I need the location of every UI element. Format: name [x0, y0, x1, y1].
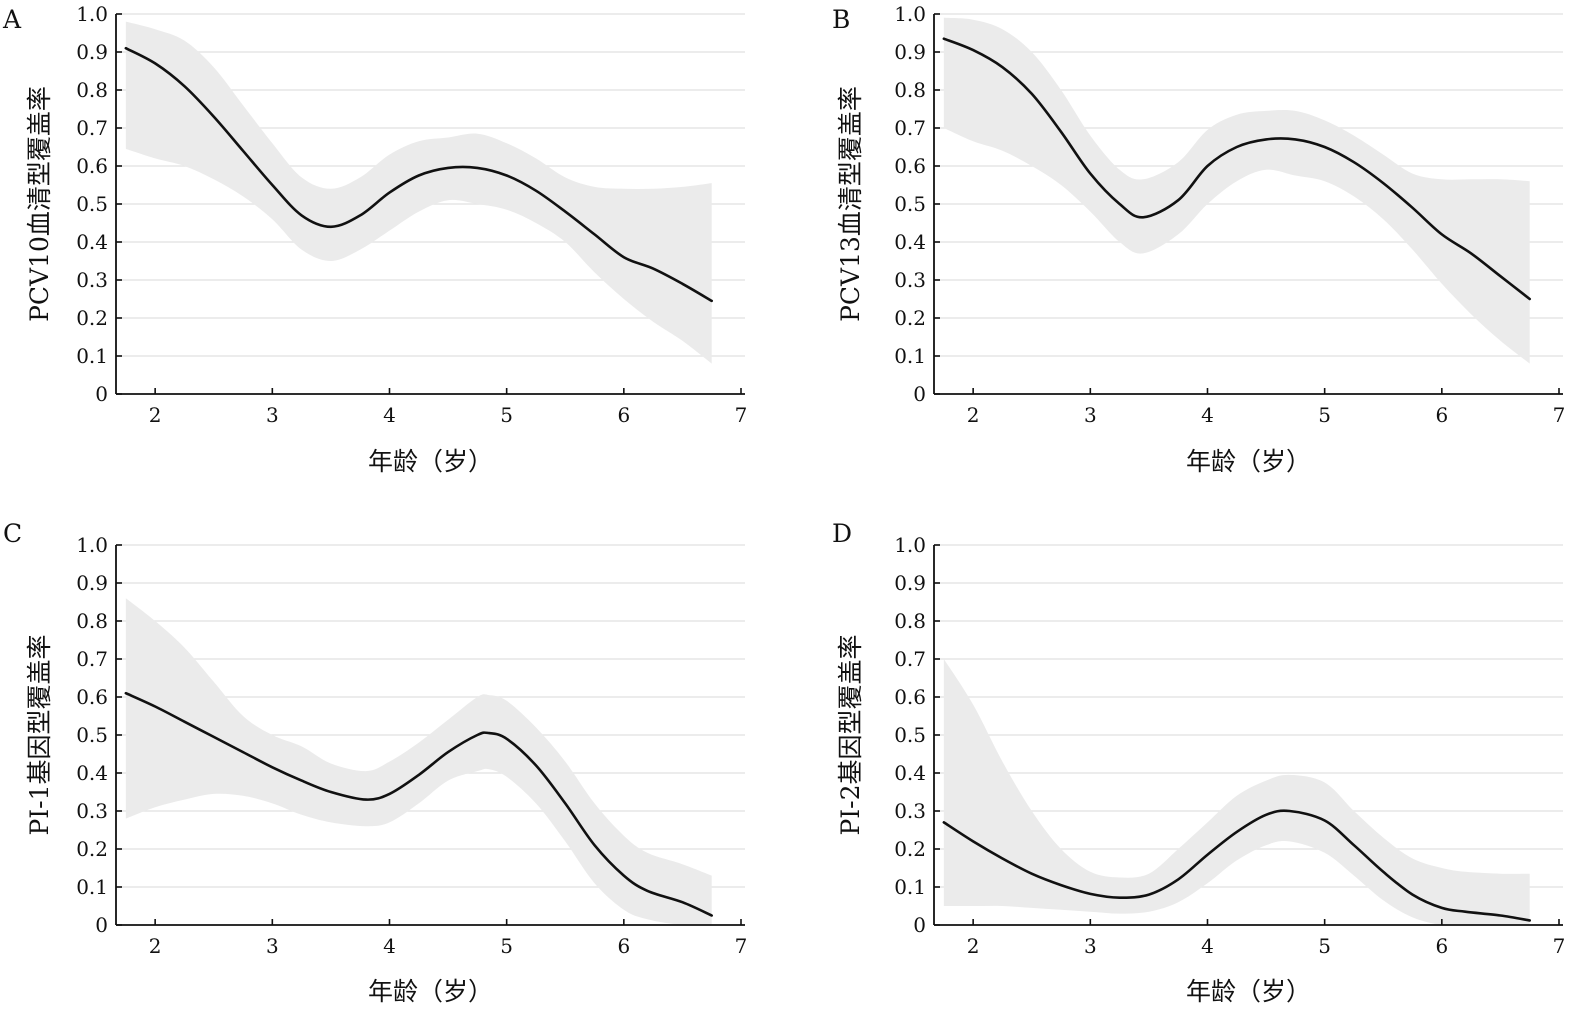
y-tick-label: 0.8 — [894, 78, 926, 102]
x-tick-label: 4 — [1201, 403, 1214, 427]
y-tick-label: 0.2 — [894, 306, 926, 330]
y-tick-label: 0.9 — [894, 40, 926, 64]
y-tick-label: 0.5 — [894, 192, 926, 216]
y-tick-label: 0 — [913, 913, 926, 937]
y-tick-label: 0.6 — [76, 154, 108, 178]
confidence-band — [943, 17, 1530, 364]
y-tick-label: 0.9 — [894, 571, 926, 595]
y-tick-label: 0.1 — [76, 344, 108, 368]
x-tick-label: 6 — [1435, 403, 1448, 427]
x-tick-label: 5 — [500, 934, 513, 958]
y-tick-label: 0.6 — [894, 154, 926, 178]
y-tick-label: 0 — [95, 913, 108, 937]
y-tick-label: 0.1 — [894, 344, 926, 368]
y-tick-label: 0.4 — [76, 230, 108, 254]
x-tick-label: 5 — [1318, 403, 1331, 427]
x-tick-label: 7 — [1553, 934, 1566, 958]
x-tick-label: 4 — [383, 403, 396, 427]
panel-d: 0 0.1 0.2 0.3 0.4 0.5 0.6 0.7 0.8 0.9 1.0 2 3 4 5 6 7 D PI… — [832, 519, 1565, 1006]
x-tick-label: 2 — [967, 934, 980, 958]
y-tick-label: 0.4 — [894, 761, 926, 785]
fitted-curve — [942, 809, 1532, 922]
y-tick-label: 0.5 — [76, 192, 108, 216]
x-tick-label: 6 — [1435, 934, 1448, 958]
x-axis-title: 年龄（岁） — [1186, 977, 1311, 1006]
y-axis-title: PCV10血清型覆盖率 — [25, 86, 54, 322]
y-tick-label: 0.4 — [894, 230, 926, 254]
x-tick-label: 2 — [149, 934, 162, 958]
y-tick-label: 0.7 — [894, 647, 926, 671]
y-axis-title: PCV13血清型覆盖率 — [836, 86, 865, 322]
y-tick-label: 1.0 — [894, 533, 926, 557]
y-tick-label: 0.2 — [894, 837, 926, 861]
y-tick-label: 0.5 — [76, 723, 108, 747]
x-tick-label: 2 — [149, 403, 162, 427]
panel-b: 0 0.1 0.2 0.3 0.4 0.5 0.6 0.7 0.8 0.9 1.0 2 3 4 5 6 7 B PC… — [832, 2, 1565, 476]
y-tick-label: 0.8 — [76, 78, 108, 102]
fitted-curve — [124, 46, 714, 303]
y-tick-label: 0.1 — [76, 875, 108, 899]
y-tick-label: 0.5 — [894, 723, 926, 747]
y-axis-title: PI-1基因型覆盖率 — [25, 634, 54, 835]
panel-letter: D — [832, 519, 852, 548]
x-tick-label: 7 — [735, 934, 748, 958]
y-tick-label: 0 — [95, 382, 108, 406]
x-axis-title: 年龄（岁） — [368, 977, 493, 1006]
panel-c: 0 0.1 0.2 0.3 0.4 0.5 0.6 0.7 0.8 0.9 1.0 2 3 4 5 6 7 C PI… — [3, 519, 747, 1006]
y-axis-title: PI-2基因型覆盖率 — [836, 634, 865, 835]
y-tick-label: 0.6 — [76, 685, 108, 709]
confidence-band — [125, 21, 712, 364]
y-tick-label: 0.3 — [76, 268, 108, 292]
panel-a: 0 0.1 0.2 0.3 0.4 0.5 0.6 0.7 0.8 0.9 1.0 2 3 4 5 6 7 A PC… — [2, 2, 747, 476]
y-tick-label: 1.0 — [76, 2, 108, 26]
x-tick-label: 2 — [967, 403, 980, 427]
y-tick-label: 0.2 — [76, 306, 108, 330]
x-tick-label: 7 — [735, 403, 748, 427]
x-axis-title: 年龄（岁） — [368, 447, 493, 476]
panel-letter: A — [2, 5, 22, 34]
y-tick-label: 0.8 — [76, 609, 108, 633]
confidence-band — [943, 659, 1530, 926]
fitted-curve — [942, 37, 1532, 301]
y-tick-label: 0.9 — [76, 40, 108, 64]
x-tick-label: 4 — [1201, 934, 1214, 958]
y-tick-label: 0.6 — [894, 685, 926, 709]
y-tick-label: 0.7 — [76, 647, 108, 671]
x-tick-label: 7 — [1553, 403, 1566, 427]
x-tick-label: 6 — [617, 403, 630, 427]
y-tick-label: 0.3 — [76, 799, 108, 823]
y-tick-label: 0.3 — [894, 268, 926, 292]
y-tick-label: 1.0 — [894, 2, 926, 26]
x-tick-label: 3 — [266, 403, 279, 427]
y-tick-label: 0 — [913, 382, 926, 406]
fitted-curve — [124, 691, 714, 917]
x-tick-label: 6 — [617, 934, 630, 958]
y-tick-label: 0.3 — [894, 799, 926, 823]
x-axis-title: 年龄（岁） — [1186, 447, 1311, 476]
x-tick-label: 5 — [1318, 934, 1331, 958]
x-tick-label: 5 — [500, 403, 513, 427]
panel-letter: B — [832, 5, 850, 34]
y-tick-label: 0.2 — [76, 837, 108, 861]
panel-letter: C — [3, 519, 22, 548]
x-tick-label: 3 — [266, 934, 279, 958]
y-tick-label: 0.7 — [894, 116, 926, 140]
y-tick-label: 0.1 — [894, 875, 926, 899]
y-tick-label: 1.0 — [76, 533, 108, 557]
x-tick-label: 4 — [383, 934, 396, 958]
confidence-band — [125, 598, 712, 926]
y-tick-label: 0.9 — [76, 571, 108, 595]
y-tick-label: 0.7 — [76, 116, 108, 140]
y-tick-label: 0.8 — [894, 609, 926, 633]
x-tick-label: 3 — [1084, 934, 1097, 958]
y-tick-label: 0.4 — [76, 761, 108, 785]
x-tick-label: 3 — [1084, 403, 1097, 427]
